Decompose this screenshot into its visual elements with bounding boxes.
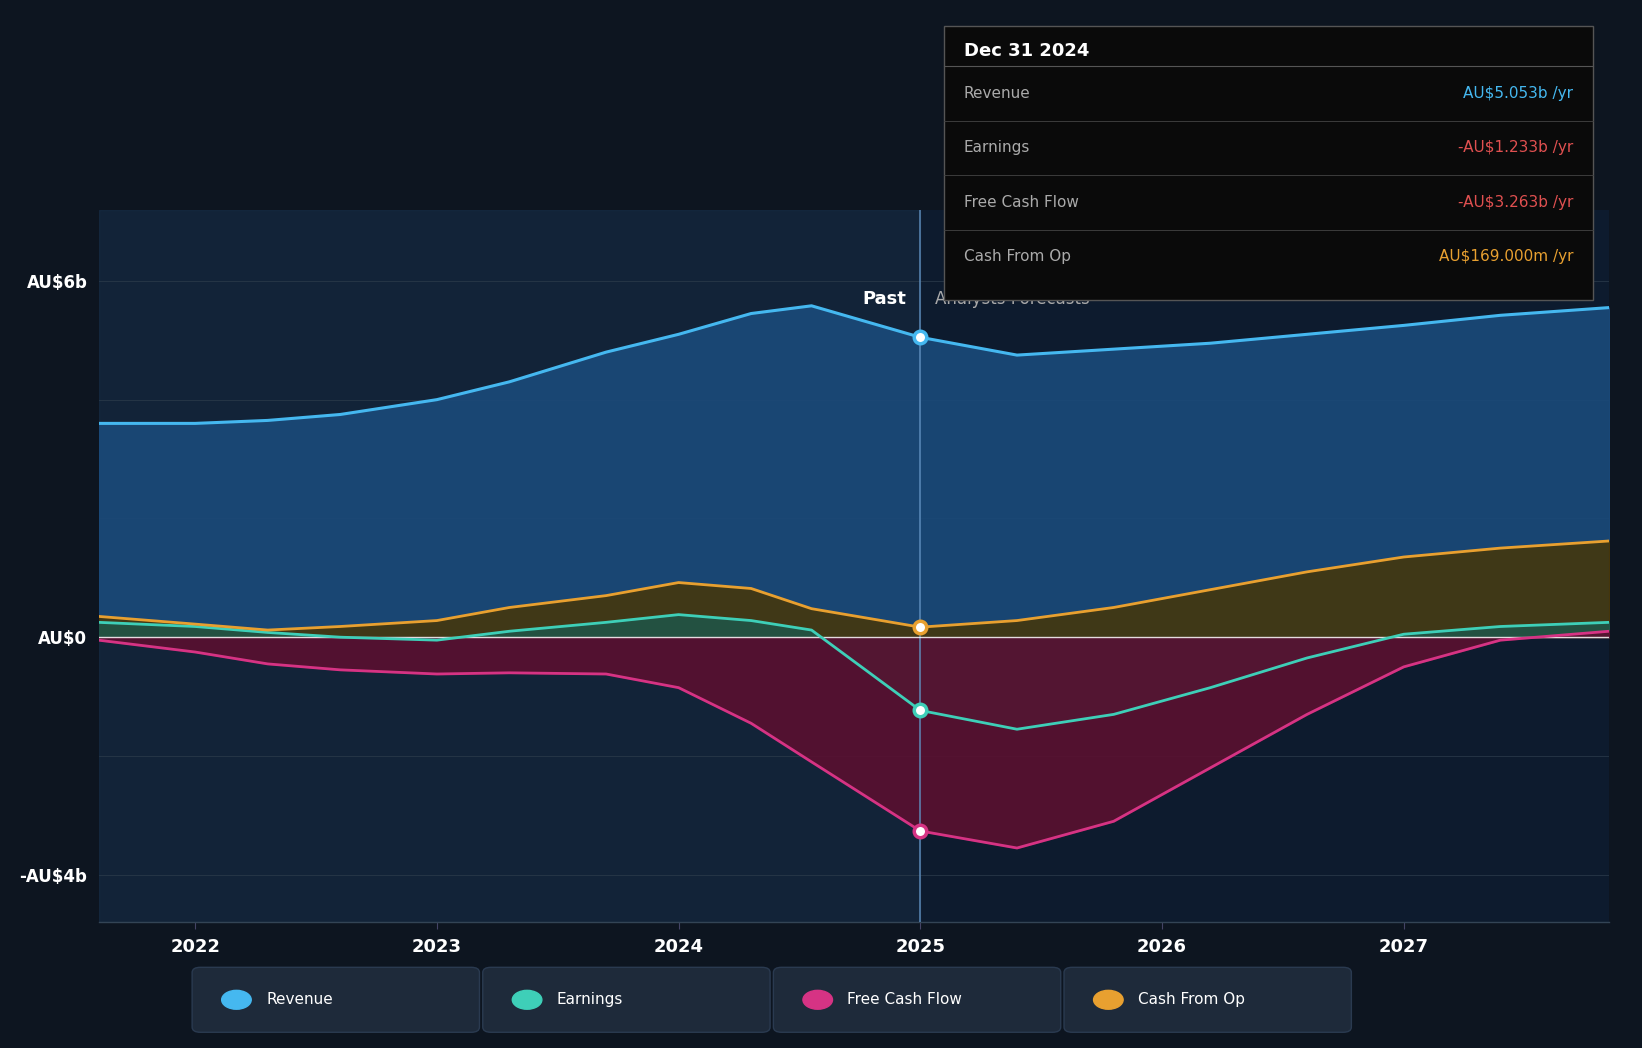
Text: Earnings: Earnings: [964, 140, 1030, 155]
Text: Past: Past: [862, 289, 906, 308]
Bar: [99, 210, 920, 922]
Text: AU$169.000m /yr: AU$169.000m /yr: [1438, 249, 1573, 264]
Text: Dec 31 2024: Dec 31 2024: [964, 42, 1089, 60]
Text: Cash From Op: Cash From Op: [964, 249, 1071, 264]
Text: -AU$1.233b /yr: -AU$1.233b /yr: [1458, 140, 1573, 155]
Text: AU$5.053b /yr: AU$5.053b /yr: [1463, 86, 1573, 101]
Text: -AU$3.263b /yr: -AU$3.263b /yr: [1458, 195, 1573, 210]
Text: Earnings: Earnings: [557, 992, 622, 1007]
Text: Cash From Op: Cash From Op: [1138, 992, 1245, 1007]
Text: Revenue: Revenue: [266, 992, 333, 1007]
Text: Free Cash Flow: Free Cash Flow: [847, 992, 962, 1007]
Text: Revenue: Revenue: [964, 86, 1031, 101]
Text: Free Cash Flow: Free Cash Flow: [964, 195, 1079, 210]
Text: Analysts Forecasts: Analysts Forecasts: [934, 289, 1090, 308]
